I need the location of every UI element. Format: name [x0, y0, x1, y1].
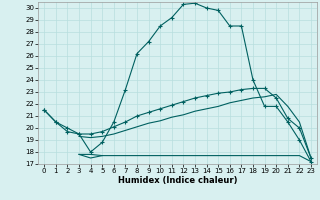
- X-axis label: Humidex (Indice chaleur): Humidex (Indice chaleur): [118, 176, 237, 185]
